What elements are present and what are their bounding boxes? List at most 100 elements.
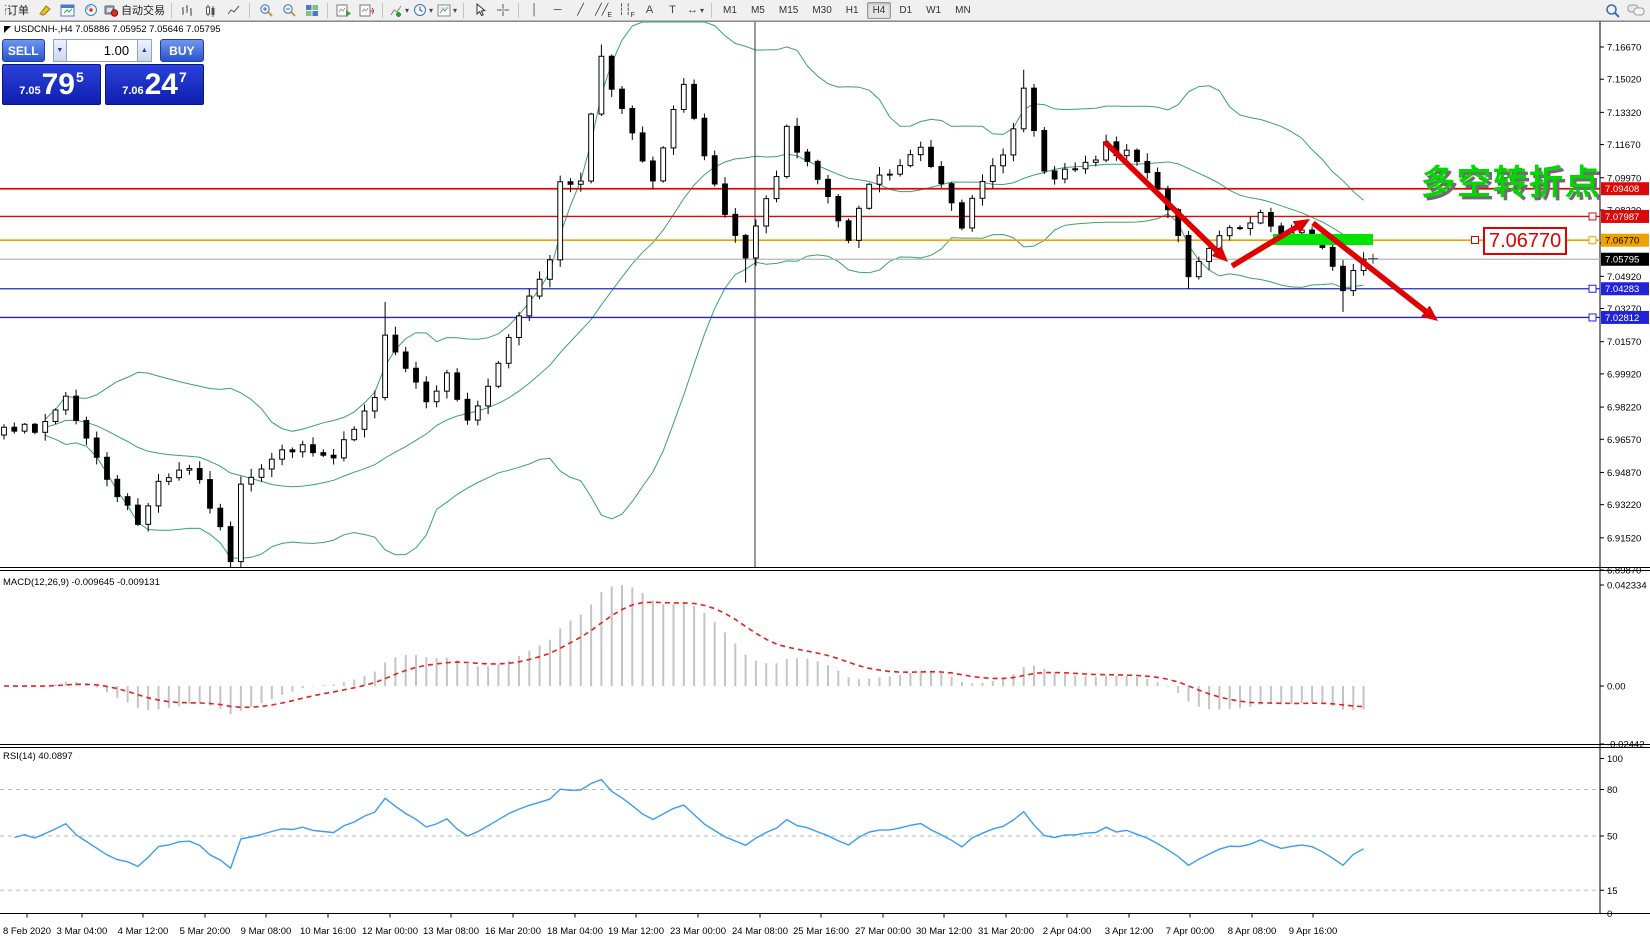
zoom-in-icon[interactable] xyxy=(254,1,277,19)
bar-chart-icon[interactable] xyxy=(176,1,199,19)
svg-text:9 Apr 16:00: 9 Apr 16:00 xyxy=(1289,926,1338,937)
svg-text:6.91520: 6.91520 xyxy=(1607,533,1641,544)
volume-input[interactable] xyxy=(67,39,138,62)
sell-price-tile[interactable]: 7.05 79 5 xyxy=(2,64,101,105)
buy-price-pips: 24 xyxy=(144,67,178,101)
new-chart-icon[interactable] xyxy=(56,1,79,19)
svg-text:24 Mar 08:00: 24 Mar 08:00 xyxy=(732,926,788,937)
hline-objects[interactable] xyxy=(0,187,1600,322)
vline-icon[interactable]: │ xyxy=(531,3,538,16)
svg-text:8 Apr 08:00: 8 Apr 08:00 xyxy=(1228,926,1277,937)
timeframe-m30-button[interactable]: M30 xyxy=(812,4,832,16)
price-badge-7.06770: 7.06770 xyxy=(1601,233,1649,247)
toolbar-divider xyxy=(518,2,520,18)
price-badge-7.04283: 7.04283 xyxy=(1601,282,1649,296)
svg-text:7.09970: 7.09970 xyxy=(1607,173,1641,184)
dropdown-caret-icon[interactable]: ▾ xyxy=(429,5,434,15)
timeframe-h4-button[interactable]: H4 xyxy=(866,1,892,19)
volume-decrease-button[interactable]: ▼ xyxy=(52,39,68,62)
svg-text:10 Mar 16:00: 10 Mar 16:00 xyxy=(300,926,356,937)
svg-text:0: 0 xyxy=(1607,909,1612,920)
timeframe-w1-button[interactable]: W1 xyxy=(926,4,942,16)
timeframe-h1-button[interactable]: H1 xyxy=(845,4,859,16)
label-icon[interactable]: T xyxy=(669,3,676,16)
dropdown-caret-icon[interactable]: ▾ xyxy=(405,5,410,15)
timeframe-m5-button[interactable]: M5 xyxy=(750,4,765,16)
bollinger-lower xyxy=(45,213,1364,559)
svg-text:6.89870: 6.89870 xyxy=(1607,566,1641,577)
hline-icon[interactable]: ─ xyxy=(553,3,562,16)
support-highlight-box[interactable] xyxy=(1273,234,1373,245)
sell-price-figure: 7.05 xyxy=(19,85,41,97)
svg-text:7 Apr 00:00: 7 Apr 00:00 xyxy=(1166,926,1215,937)
price-level-note[interactable]: 7.06770 xyxy=(1483,227,1568,255)
hline-7.04283[interactable] xyxy=(0,284,1600,293)
buy-price-tile[interactable]: 7.06 24 7 xyxy=(105,64,204,105)
auto-trading-button[interactable]: 自动交易 xyxy=(102,1,167,19)
toolbar-divider xyxy=(463,2,465,18)
svg-text:100: 100 xyxy=(1607,754,1623,765)
sell-price-pips: 79 xyxy=(41,67,75,101)
volume-increase-button[interactable]: ▲ xyxy=(137,39,152,62)
svg-text:7.04920: 7.04920 xyxy=(1607,272,1641,283)
toolbar: 新订单 自动交易 ▾ ▾ ▾ │ ─ ╱ ╱╱E ┆┆F A T ↔▾ M1 M5 M15 M30 H1 H4 D1 W… xyxy=(0,0,1650,21)
bollinger-upper xyxy=(44,21,1364,432)
fibonacci-icon[interactable]: ┆┆ F xyxy=(618,3,635,19)
hline-7.07987[interactable] xyxy=(0,212,1600,221)
marker-icon[interactable] xyxy=(33,1,56,19)
signal-icon[interactable] xyxy=(79,1,102,19)
bollinger-bands xyxy=(44,21,1364,559)
toolbar-divider xyxy=(382,2,383,18)
period-icon[interactable]: ▾ xyxy=(411,1,435,19)
candles xyxy=(1,44,1367,567)
add-indicator-icon[interactable]: ▾ xyxy=(387,1,411,19)
zoom-out-icon[interactable] xyxy=(277,1,300,19)
trend-arrow-1[interactable] xyxy=(1103,140,1228,262)
chart-shift-icon[interactable] xyxy=(355,1,378,19)
timeframe-mn-button[interactable]: MN xyxy=(955,4,971,16)
timeframe-d1-button[interactable]: D1 xyxy=(899,4,913,16)
svg-text:7.07987: 7.07987 xyxy=(1605,212,1639,223)
svg-text:7.09408: 7.09408 xyxy=(1605,184,1639,195)
trendline-icon[interactable]: ╱ xyxy=(577,3,584,16)
price-axis[interactable]: 7.166707.150207.133207.116707.099707.083… xyxy=(1600,43,1649,921)
current-bar-marker xyxy=(1368,253,1378,264)
new-order-button[interactable]: 新订单 xyxy=(5,5,29,17)
shapes-icon[interactable]: ↔ ▾ xyxy=(687,3,705,16)
macd-legend: MACD(12,26,9) -0.009645 -0.009131 xyxy=(3,577,160,588)
buy-price-figure: 7.06 xyxy=(122,85,144,97)
timeframe-m1-button[interactable]: M1 xyxy=(723,4,737,16)
bollinger-middle xyxy=(45,153,1364,488)
line-chart-icon[interactable] xyxy=(222,1,245,19)
dropdown-caret-icon[interactable]: ▾ xyxy=(453,5,458,15)
trend-arrow-3[interactable] xyxy=(1311,220,1438,321)
pane-borders xyxy=(0,21,1650,914)
template-icon[interactable]: ▾ xyxy=(435,1,459,19)
hline-7.02812[interactable] xyxy=(0,313,1600,322)
chart-marker-icon xyxy=(4,26,11,33)
timeframe-m15-button[interactable]: M15 xyxy=(778,4,799,16)
cursor-icon[interactable] xyxy=(468,1,491,19)
search-icon[interactable] xyxy=(1601,1,1624,19)
chat-icon[interactable] xyxy=(1624,1,1647,19)
turning-point-annotation[interactable]: 多空转折点 xyxy=(1421,164,1601,202)
buy-button[interactable]: BUY xyxy=(159,39,204,62)
time-axis[interactable]: 8 Feb 2020 3 Mar 04:00 4 Mar 12:00 5 Mar 20… xyxy=(3,913,1338,938)
tile-windows-icon[interactable] xyxy=(300,1,323,19)
text-icon[interactable]: A xyxy=(645,3,654,16)
svg-text:6.96570: 6.96570 xyxy=(1607,435,1641,446)
rsi-line xyxy=(14,778,1364,870)
sell-button[interactable]: SELL xyxy=(2,39,45,62)
svg-text:7.16670: 7.16670 xyxy=(1607,43,1641,54)
channel-icon[interactable]: ╱╱ E xyxy=(595,3,612,19)
trend-arrow-2[interactable] xyxy=(1230,219,1310,269)
note-marker xyxy=(1471,236,1479,244)
candle-chart-icon[interactable] xyxy=(199,1,222,19)
crosshair-icon[interactable] xyxy=(491,1,514,19)
trend-arrows[interactable] xyxy=(1103,140,1438,321)
svg-text:2 Apr 04:00: 2 Apr 04:00 xyxy=(1043,926,1092,937)
auto-scroll-icon[interactable] xyxy=(332,1,355,19)
dropdown-caret-icon[interactable]: ▾ xyxy=(700,5,705,15)
svg-text:7.05795: 7.05795 xyxy=(1605,255,1639,266)
